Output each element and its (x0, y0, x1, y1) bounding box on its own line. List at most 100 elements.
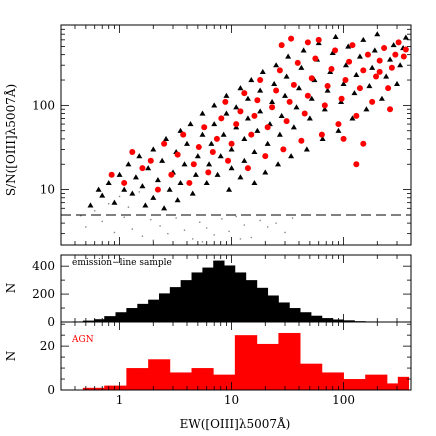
histogram-bar (267, 343, 279, 390)
histogram-bar (300, 363, 312, 390)
triangle-point (192, 171, 199, 177)
faint-point (123, 216, 125, 219)
faint-point (266, 226, 269, 228)
triangle-point (251, 148, 258, 155)
axes-frame (60, 321, 412, 391)
faint-point (239, 238, 242, 240)
triangle-point (145, 165, 152, 171)
x-axis-label: EW([OIII]λ5007Å) (180, 416, 291, 431)
histogram-bar (126, 368, 138, 390)
triangle-point (290, 124, 297, 130)
agn-point (321, 102, 328, 109)
triangle-point (183, 140, 190, 146)
agn-point (373, 73, 380, 80)
faint-point (191, 238, 194, 240)
triangle-point (244, 95, 251, 101)
histogram-bar (159, 293, 171, 322)
y-tick-label: 20 (40, 339, 55, 353)
histogram-bar (376, 374, 388, 390)
agn-point (387, 106, 394, 113)
histogram-bar (137, 303, 149, 322)
faint-point (127, 206, 130, 208)
triangle-point (139, 183, 146, 189)
agn-point (222, 98, 229, 105)
triangle-point (369, 64, 376, 70)
triangle-point (199, 110, 206, 116)
triangle-point (181, 161, 188, 167)
agn-point (332, 47, 339, 54)
triangle-point (142, 202, 149, 208)
triangle-point (220, 131, 227, 137)
agn-point (369, 98, 376, 105)
histogram-bar (191, 272, 203, 322)
triangle-point (166, 186, 173, 192)
triangle-point (189, 190, 196, 196)
histogram-bar (343, 379, 355, 390)
triangle-point (383, 73, 390, 79)
triangle-point (378, 95, 385, 101)
histogram-bar (256, 343, 269, 390)
agn-point (338, 95, 345, 102)
histogram-bar (115, 312, 127, 322)
faint-point (183, 229, 186, 231)
triangle-point (99, 192, 106, 198)
agn-point (360, 67, 367, 74)
agn-point (400, 53, 407, 60)
agn-point (304, 92, 311, 99)
histogram-bar (343, 320, 355, 322)
histogram-bar (93, 319, 105, 322)
triangle-point (340, 80, 347, 86)
histogram-bar (82, 320, 95, 322)
triangle-point (356, 53, 363, 59)
histogram-bar (82, 387, 95, 390)
faint-point (141, 235, 144, 237)
triangle-point (276, 131, 283, 137)
agn-point (147, 157, 154, 164)
triangle-point (300, 47, 307, 53)
agn-point (264, 124, 271, 131)
histogram-bar (289, 308, 301, 322)
histogram-bar (104, 316, 116, 322)
agn-histogram-panel: 0 20 1 10 100 (40, 321, 412, 407)
faint-point (213, 234, 216, 236)
agn-point (218, 115, 225, 122)
triangle-point (295, 85, 302, 91)
triangle-point (351, 90, 358, 96)
histogram-bar (202, 267, 214, 322)
agn-point (304, 39, 311, 46)
triangle-point (174, 197, 181, 203)
triangle-point (394, 80, 401, 86)
triangle-point (254, 127, 261, 133)
triangle-point (319, 135, 326, 141)
faint-point (275, 222, 277, 224)
agn-point (392, 51, 399, 58)
scatter-panel: 10 100 (32, 24, 412, 246)
agn-point (205, 169, 212, 176)
triangle-point (121, 186, 128, 192)
agn-hist-y-axis-label: N (4, 351, 18, 362)
triangle-point (228, 165, 235, 171)
triangle-point (308, 95, 315, 101)
triangle-point (214, 171, 221, 177)
faint-point (205, 227, 208, 229)
agn-point (360, 140, 367, 147)
faint-point (243, 224, 246, 226)
triangle-point (271, 80, 278, 86)
agn-point (213, 135, 220, 142)
faint-point (228, 230, 230, 233)
histogram-bar (354, 379, 366, 390)
triangle-point (161, 205, 168, 211)
agn-point (353, 161, 360, 168)
agn-point (315, 36, 322, 43)
faint-point (93, 210, 96, 212)
y-tick-label: 100 (32, 98, 55, 112)
histogram-bar (278, 302, 290, 322)
histogram-bar (234, 335, 247, 390)
histogram-bar (213, 260, 225, 322)
agn-point (161, 140, 168, 147)
faint-point (167, 232, 169, 235)
triangle-point (387, 56, 394, 62)
agn-point (269, 104, 276, 111)
triangle-point (159, 157, 166, 163)
histogram-bar (224, 265, 236, 322)
